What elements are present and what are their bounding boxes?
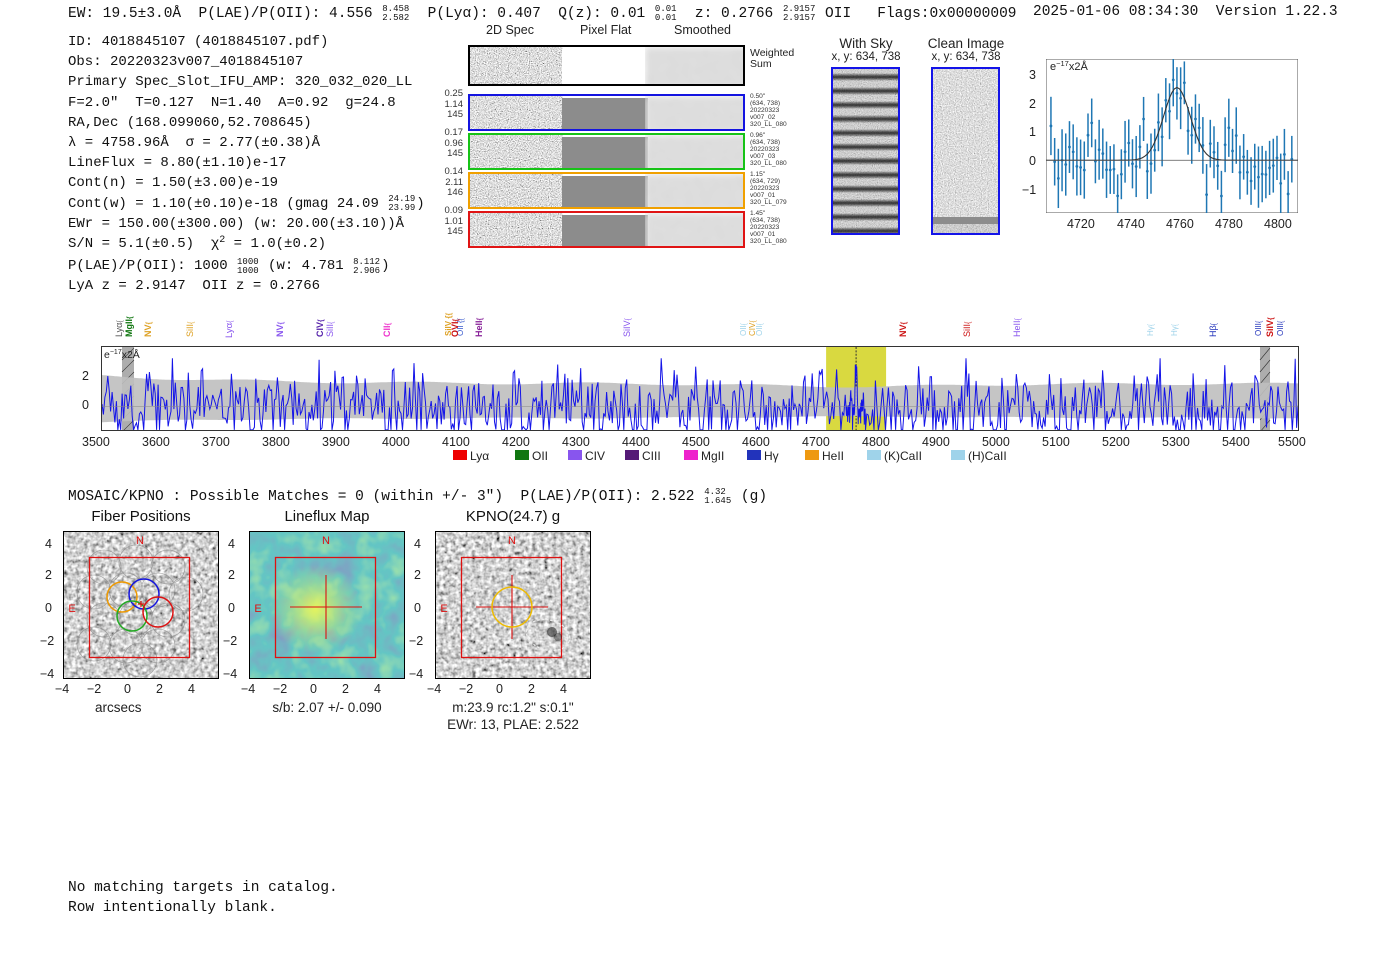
svg-text:E: E [254,603,261,615]
svg-text:N: N [322,535,330,547]
svg-text:E: E [440,603,447,615]
svg-text:N: N [136,535,144,547]
svg-text:E: E [68,603,75,615]
svg-text:N: N [508,535,516,547]
